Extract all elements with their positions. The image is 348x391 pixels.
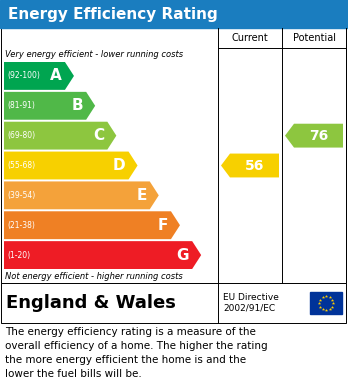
Text: G: G: [177, 248, 189, 263]
Text: Very energy efficient - lower running costs: Very energy efficient - lower running co…: [5, 50, 183, 59]
Polygon shape: [285, 124, 343, 147]
Polygon shape: [4, 122, 116, 150]
Text: D: D: [113, 158, 126, 173]
Text: E: E: [136, 188, 147, 203]
Text: (81-91): (81-91): [7, 101, 35, 110]
Text: (92-100): (92-100): [7, 72, 40, 81]
Text: (55-68): (55-68): [7, 161, 35, 170]
Polygon shape: [221, 154, 279, 178]
Text: (39-54): (39-54): [7, 191, 35, 200]
Text: The energy efficiency rating is a measure of the
overall efficiency of a home. T: The energy efficiency rating is a measur…: [5, 327, 268, 379]
Bar: [1, 283, 346, 323]
Polygon shape: [4, 211, 180, 239]
Text: Potential: Potential: [293, 33, 335, 43]
Polygon shape: [4, 92, 95, 120]
Text: A: A: [50, 68, 62, 83]
Text: Not energy efficient - higher running costs: Not energy efficient - higher running co…: [5, 272, 183, 281]
Bar: [310, 292, 342, 314]
Text: C: C: [93, 128, 104, 143]
Text: England & Wales: England & Wales: [6, 294, 176, 312]
Text: (1-20): (1-20): [7, 251, 30, 260]
Polygon shape: [4, 181, 159, 209]
Text: EU Directive
2002/91/EC: EU Directive 2002/91/EC: [223, 293, 279, 313]
Text: (21-38): (21-38): [7, 221, 35, 230]
Polygon shape: [4, 152, 137, 179]
Text: B: B: [72, 98, 83, 113]
Polygon shape: [4, 62, 74, 90]
Polygon shape: [4, 241, 201, 269]
Text: F: F: [158, 218, 168, 233]
Text: Current: Current: [232, 33, 268, 43]
Bar: [1, 28, 346, 283]
Text: 56: 56: [245, 158, 264, 172]
Text: Energy Efficiency Rating: Energy Efficiency Rating: [8, 7, 218, 22]
Text: 76: 76: [309, 129, 328, 143]
Bar: [0, 0, 348, 28]
Text: (69-80): (69-80): [7, 131, 35, 140]
